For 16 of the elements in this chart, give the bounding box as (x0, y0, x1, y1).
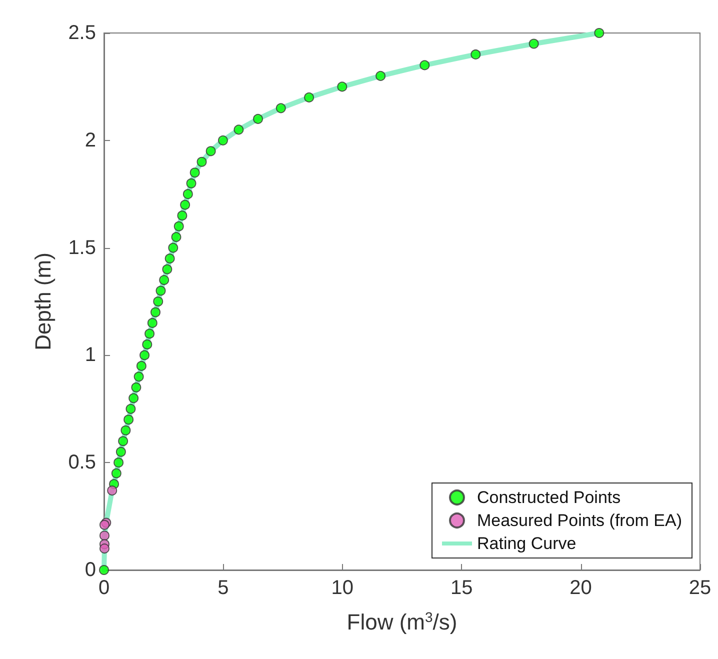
legend-label: Measured Points (from EA) (476, 511, 682, 530)
y-tick-label: 1.5 (68, 236, 96, 259)
legend-label: Constructed Points (476, 488, 621, 507)
x-tick-label: 25 (688, 577, 712, 599)
x-tick-label: 0 (98, 577, 110, 599)
x-tick-label: 10 (331, 577, 354, 599)
y-tick-label: 0 (84, 559, 96, 581)
y-axis-title: Depth (m) (30, 252, 56, 350)
y-tick-label: 0.5 (68, 452, 96, 474)
x-tick-label: 15 (450, 577, 473, 599)
legend-label: Rating Curve (476, 534, 576, 553)
x-tick-label: 20 (570, 577, 592, 599)
x-tick-label: 5 (218, 577, 229, 599)
y-tick-label: 2 (84, 129, 96, 152)
y-tick-label: 2.5 (68, 22, 96, 44)
y-tick-label: 1 (84, 344, 96, 366)
